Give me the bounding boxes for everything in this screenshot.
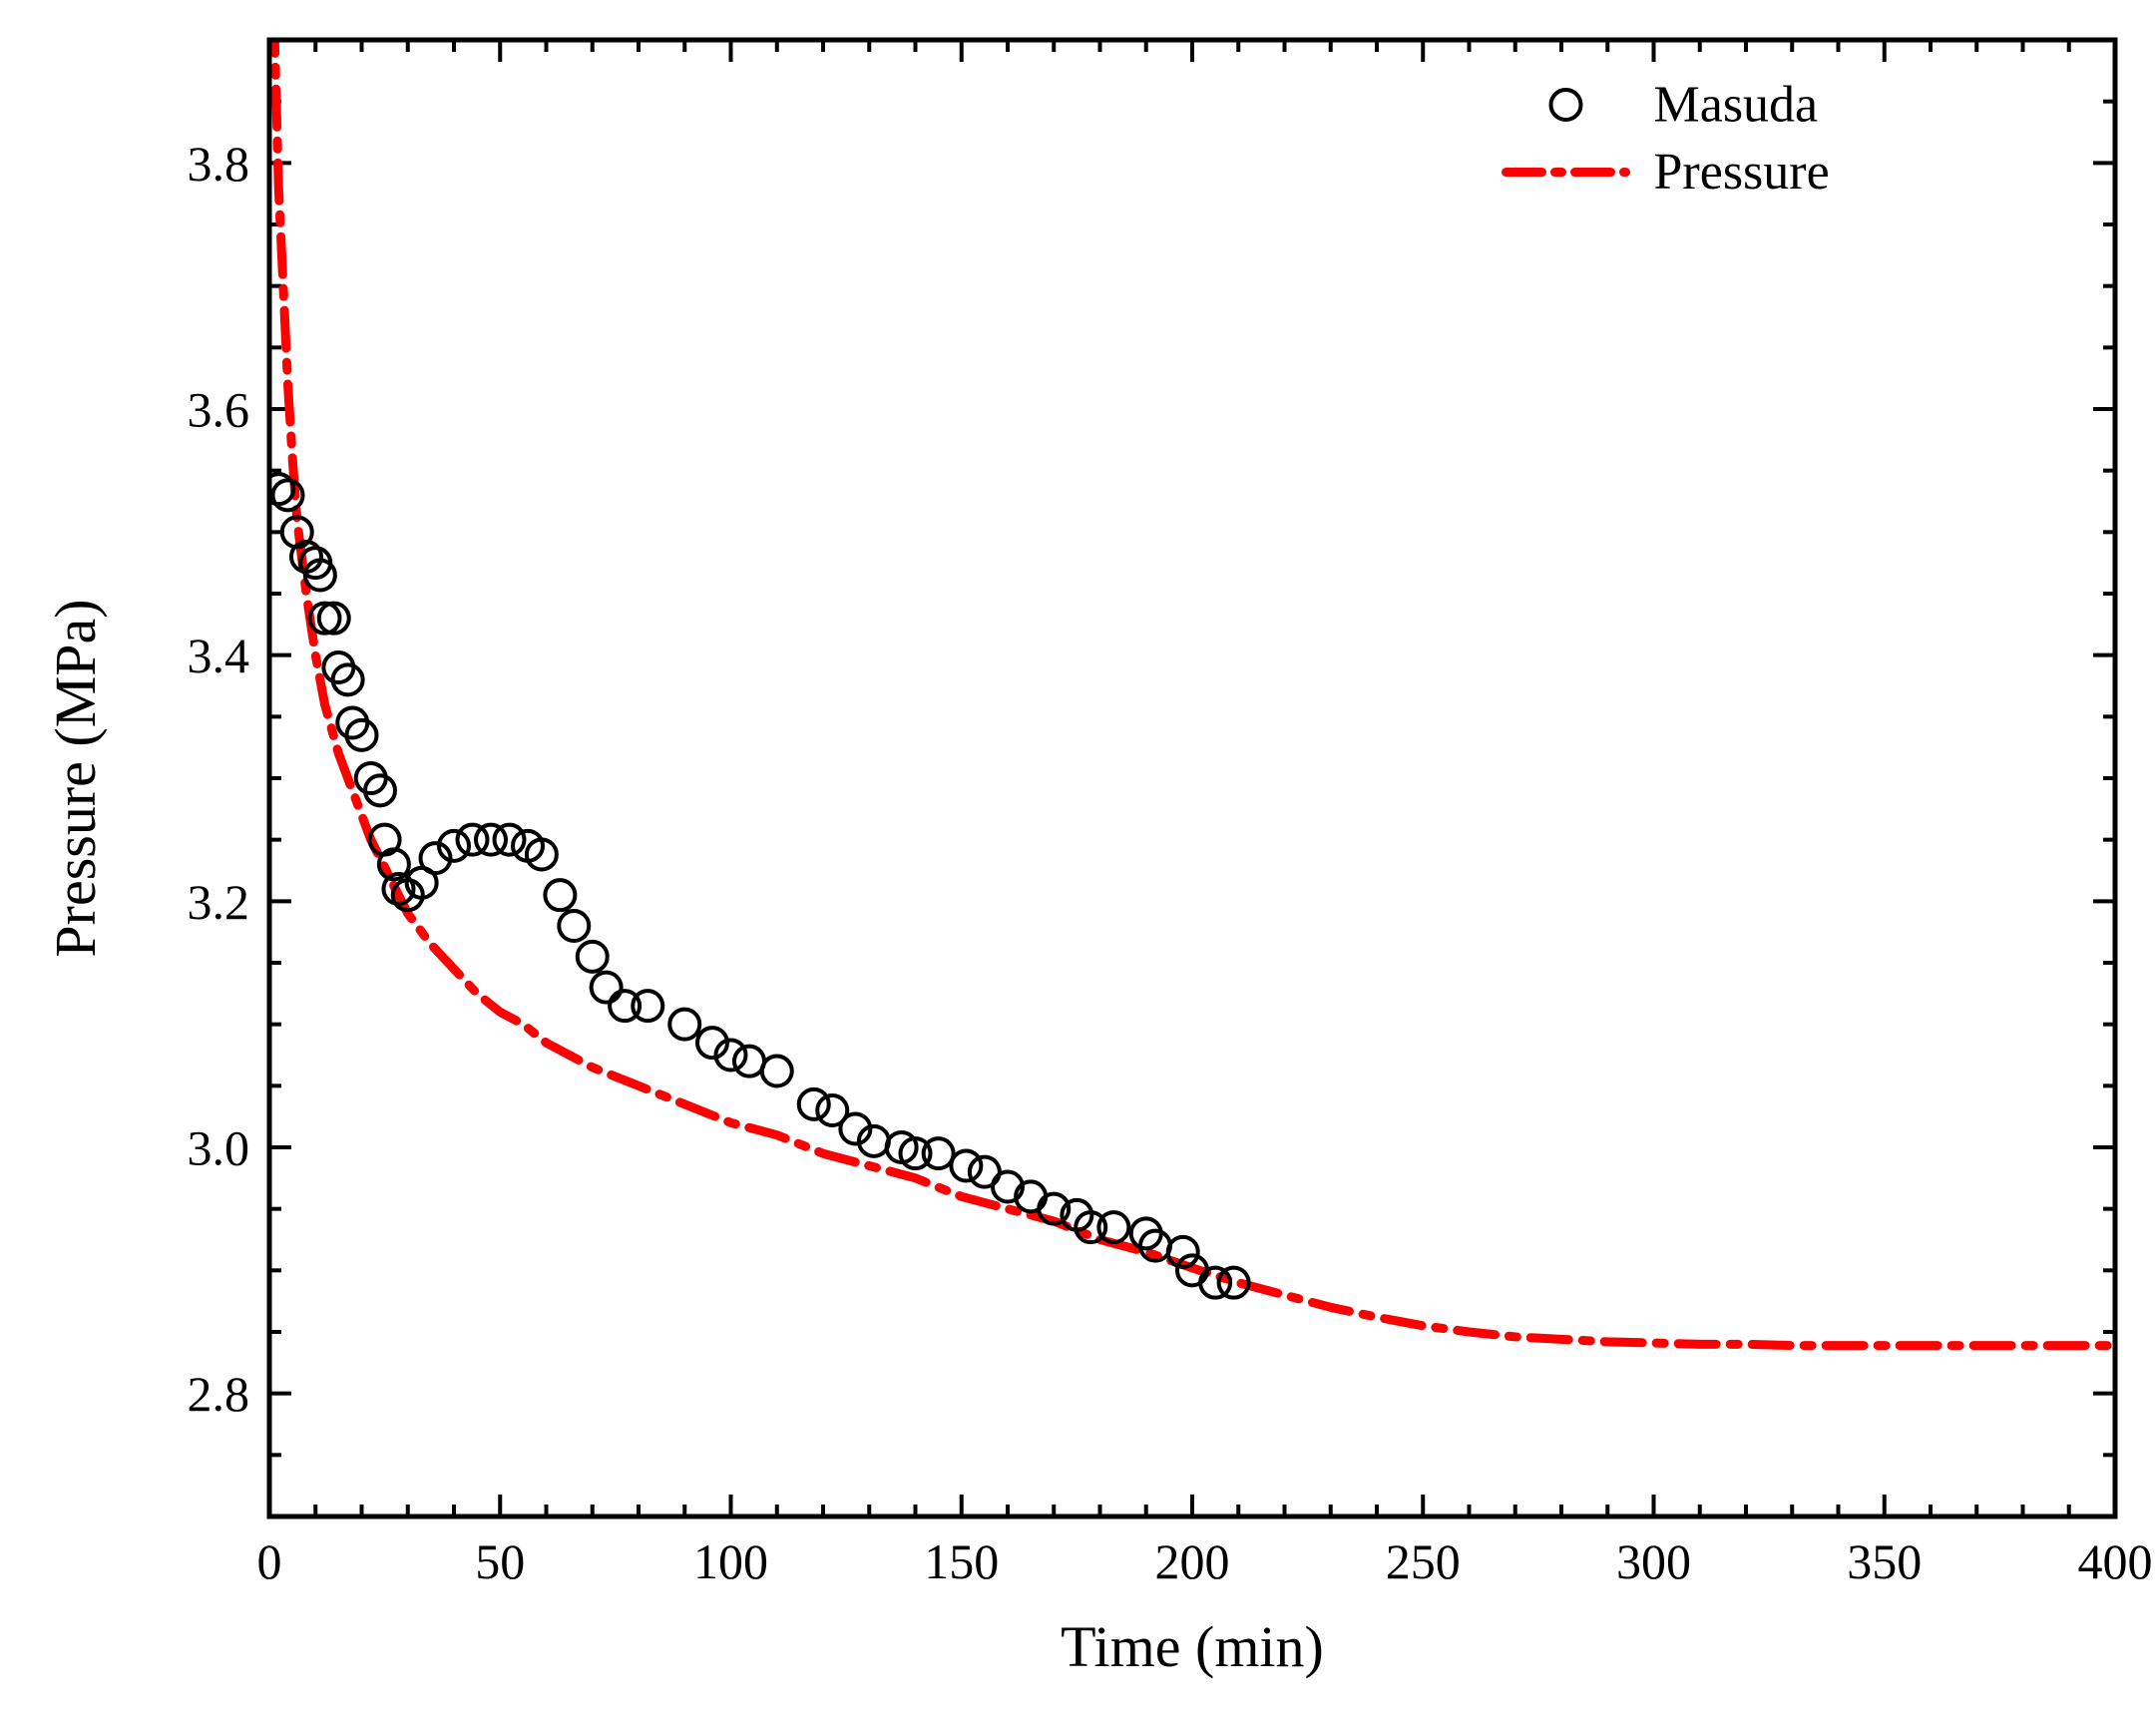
y-tick-label: 3.0 — [188, 1120, 250, 1176]
x-tick-label: 350 — [1847, 1533, 1922, 1589]
y-tick-label: 3.8 — [188, 136, 250, 192]
x-tick-label: 0 — [257, 1533, 282, 1589]
y-tick-label: 3.4 — [188, 628, 250, 683]
y-tick-label: 3.2 — [188, 874, 250, 930]
y-tick-label: 2.8 — [188, 1366, 250, 1422]
chart-container: 0 50 100 150 200 250 300 350 400 2.8 3.0 3.2 3.4 3.6 3… — [0, 0, 2156, 1727]
x-tick-label: 300 — [1616, 1533, 1691, 1589]
chart-svg: 0 50 100 150 200 250 300 350 400 2.8 3.0 3.2 3.4 3.6 3… — [0, 0, 2156, 1727]
x-tick-label: 50 — [475, 1533, 525, 1589]
legend-label: Masuda — [1654, 77, 1819, 134]
y-axis-label: Pressure (MPa) — [43, 599, 108, 957]
legend-label: Pressure — [1654, 144, 1830, 201]
x-tick-label: 200 — [1155, 1533, 1230, 1589]
y-tick-label: 3.6 — [188, 382, 250, 438]
x-tick-label: 250 — [1386, 1533, 1461, 1589]
x-axis-label: Time (min) — [1061, 1614, 1324, 1679]
x-tick-label: 400 — [2078, 1533, 2153, 1589]
x-tick-label: 150 — [924, 1533, 999, 1589]
x-tick-label: 100 — [693, 1533, 768, 1589]
